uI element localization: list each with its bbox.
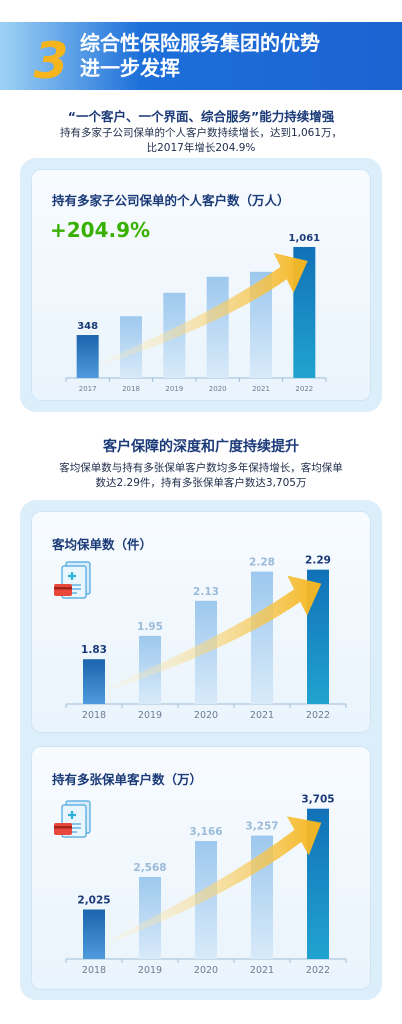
x-tick-label: 2018 [82, 710, 106, 721]
x-tick-label: 2021 [252, 385, 270, 393]
section-number: 3 [33, 32, 69, 90]
bar-2022 [307, 808, 329, 959]
section1-desc: 持有多家子公司保单的个人客户数持续增长，达到1,061万， 比2017年增长20… [40, 126, 362, 156]
x-tick-label: 2018 [122, 385, 140, 393]
section-title-line2: 进一步发挥 [80, 56, 180, 80]
x-tick-label: 2020 [194, 965, 218, 976]
x-tick-label: 2019 [165, 385, 183, 393]
trend-arrow [108, 575, 322, 691]
trend-arrow [101, 252, 308, 365]
x-tick-label: 2018 [82, 965, 106, 976]
chart1-card: 持有多家子公司保单的个人客户数（万人） +204.9% 2017 348 2018 2… [20, 158, 382, 412]
section1-title: “一个客户、一个界面、综合服务”能力持续增强 [67, 109, 335, 124]
section-title-line1: 综合性保险服务集团的优势 [80, 31, 320, 55]
value-label: 2,568 [133, 862, 166, 874]
chart2-title: 客均保单数（件） [52, 537, 153, 552]
trend-arrow [108, 816, 322, 944]
value-label: 3,705 [301, 794, 334, 806]
value-label: 3,166 [189, 826, 222, 838]
value-label: 1.95 [137, 621, 163, 633]
chart3-panel: 持有多张保单客户数（万） 2018 2,025 2019 2,568 2020 3,166… [31, 746, 371, 990]
value-label: 2.29 [305, 555, 331, 567]
chart1-panel: 持有多家子公司保单的个人客户数（万人） +204.9% 2017 348 2018 2… [31, 169, 371, 401]
value-label: 1.83 [81, 644, 107, 656]
value-label: 2.28 [249, 557, 275, 569]
chart1-svg: 2017 348 2018 2019 2020 2021 2022 1,061 [65, 233, 327, 393]
bar-2018 [83, 909, 105, 959]
x-tick-label: 2019 [138, 710, 162, 721]
charts-card: 客均保单数（件） 2018 1.83 2019 1.95 2020 2.13 2021 2.2… [20, 500, 382, 1000]
section-header: 3 综合性保险服务集团的优势 进一步发挥 [0, 22, 402, 90]
bar-2019 [139, 876, 161, 959]
section-title: 综合性保险服务集团的优势 进一步发挥 [80, 31, 380, 81]
x-tick-label: 2017 [79, 385, 97, 393]
section1-desc-line1: 持有多家子公司保单的个人客户数持续增长，达到1,061万， [59, 127, 343, 139]
chart1-growth-label: +204.9% [50, 218, 151, 242]
chart3-svg: 2018 2,025 2019 2,568 2020 3,166 2021 3,257 2022… [65, 794, 347, 976]
x-tick-label: 2019 [138, 965, 162, 976]
section2-desc: 客均保单数与持有多张保单客户数均多年保持增长，客均保单 数达2.29件，持有多张… [40, 461, 362, 491]
value-label: 1,061 [289, 233, 321, 244]
x-tick-label: 2020 [209, 385, 227, 393]
bar-2020 [206, 276, 229, 378]
bar-2018 [120, 316, 142, 378]
section2-title: 客户保障的深度和广度持续提升 [103, 439, 299, 455]
x-tick-label: 2022 [306, 965, 330, 976]
section2-desc-line1: 客均保单数与持有多张保单客户数均多年保持增长，客均保单 [59, 462, 343, 474]
section2-desc-line2: 数达2.29件，持有多张保单客户数达3,705万 [95, 477, 307, 489]
x-tick-label: 2021 [250, 710, 274, 721]
x-tick-label: 2021 [250, 965, 274, 976]
value-label: 348 [77, 321, 98, 332]
bar-2017 [76, 335, 99, 378]
chart2-svg: 2018 1.83 2019 1.95 2020 2.13 2021 2.28 2022 2.29 [65, 555, 347, 721]
x-tick-label: 2022 [306, 710, 330, 721]
chart2-panel: 客均保单数（件） 2018 1.83 2019 1.95 2020 2.13 2021 2.2… [31, 511, 371, 733]
chart3-title: 持有多张保单客户数（万） [52, 772, 203, 787]
value-label: 2.13 [193, 586, 219, 598]
value-label: 2,025 [77, 895, 110, 907]
x-tick-label: 2020 [194, 710, 218, 721]
chart1-title: 持有多家子公司保单的个人客户数（万人） [52, 193, 290, 208]
bar-2018 [83, 659, 105, 704]
bar-2021 [251, 571, 273, 704]
value-label: 3,257 [245, 821, 278, 833]
x-tick-label: 2022 [295, 385, 313, 393]
section1-desc-line2: 比2017年增长204.9% [146, 142, 256, 154]
